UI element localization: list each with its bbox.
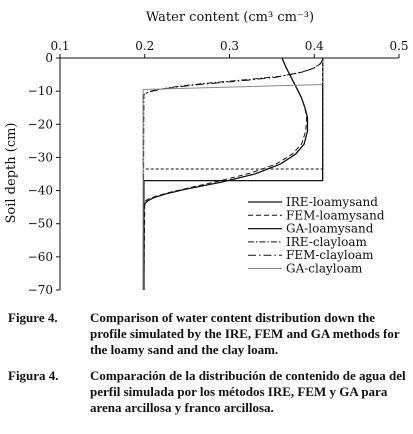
y-tick-label: −30	[28, 150, 53, 164]
y-tick-label: 0	[45, 51, 53, 65]
x-tick-label: 0.5	[389, 39, 408, 53]
y-tick-label: −50	[28, 217, 53, 231]
x-tick-label: 0.3	[220, 39, 239, 53]
x-axis-title: Water content (cm³ cm⁻³)	[146, 10, 314, 25]
legend-entry: IRE-loamysand	[286, 195, 378, 209]
legend-entry: GA-clayloam	[286, 262, 363, 276]
x-tick-label: 0.1	[50, 39, 69, 53]
caption-english-text: Comparison of water content distribution…	[90, 310, 400, 357]
legend-entry: IRE-clayloam	[286, 235, 368, 249]
legend-entry: FEM-clayloam	[286, 248, 374, 262]
caption-spanish: Figura 4. Comparación de la distribución…	[8, 368, 408, 416]
series-line-2	[143, 57, 308, 291]
plot-area: 0.1 0.2 0.3 0.4 0.5 0 −10 −20 −30 −40 −50 −60 −70 IRE…	[28, 39, 409, 297]
caption-english: Figure 4. Comparison of water content di…	[8, 310, 408, 358]
x-tick-label: 0.2	[135, 39, 154, 53]
caption-spanish-label: Figura 4.	[8, 368, 59, 383]
legend-entry: FEM-loamysand	[286, 208, 385, 222]
series-line-7	[144, 58, 324, 170]
legend-entry: GA-loamysand	[286, 222, 374, 236]
y-tick-label: −70	[28, 283, 53, 297]
series-line-4	[142, 59, 324, 291]
caption-spanish-text: Comparación de la distribución de conten…	[90, 368, 406, 415]
x-tick-label: 0.4	[305, 39, 324, 53]
y-tick-label: −10	[28, 84, 53, 98]
caption-english-label: Figure 4.	[8, 310, 58, 325]
series-line-1	[143, 57, 309, 290]
y-tick-label: −20	[28, 117, 53, 131]
y-tick-label: −60	[28, 250, 53, 264]
series-line-6	[142, 58, 324, 290]
water-content-chart: Water content (cm³ cm⁻³) Soil depth (cm)…	[4, 10, 409, 297]
y-axis-title: Soil depth (cm)	[4, 123, 19, 224]
series-line-5	[142, 59, 324, 290]
y-tick-label: −40	[28, 184, 53, 198]
